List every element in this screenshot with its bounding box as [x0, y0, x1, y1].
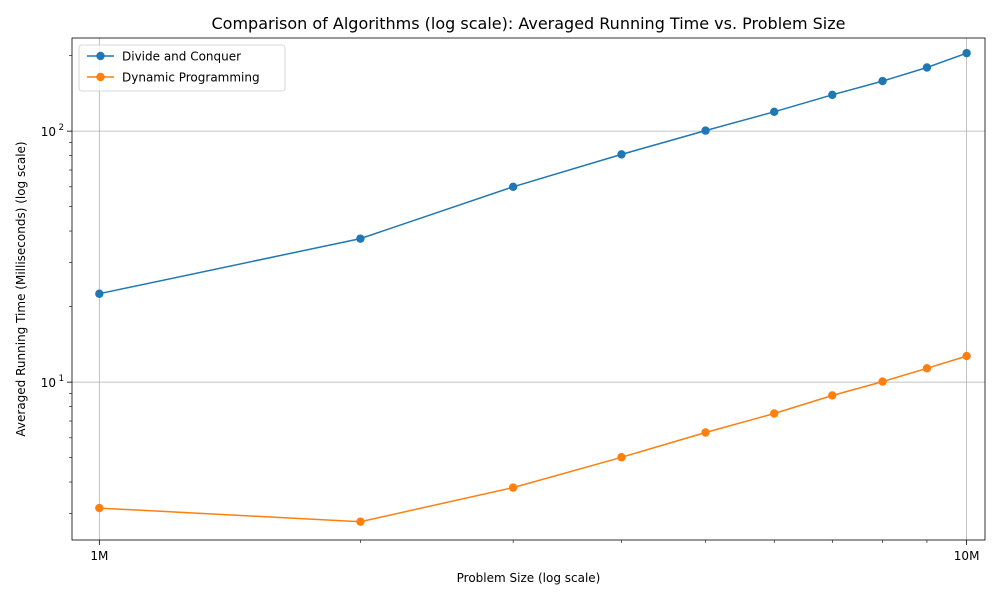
- chart-title: Comparison of Algorithms (log scale): Av…: [212, 14, 846, 33]
- y-tick-label-exponent: 1: [59, 374, 64, 384]
- data-point-series-0: [617, 150, 626, 159]
- data-point-series-0: [828, 90, 837, 100]
- y-tick-label-base: 10: [41, 376, 56, 390]
- plot-area-frame: [71, 37, 986, 541]
- data-point-series-1: [828, 391, 837, 400]
- y-tick-label-base: 10: [41, 125, 56, 139]
- data-point-series-1: [617, 453, 626, 462]
- data-point-series-1: [95, 503, 104, 513]
- series-line-1: [99, 355, 967, 523]
- legend-marker-0: [96, 51, 105, 61]
- data-point-series-1: [962, 351, 971, 361]
- legend-label-0: Divide and Conquer: [122, 50, 241, 64]
- legend-box: [78, 44, 286, 92]
- data-point-series-1: [878, 377, 887, 386]
- data-point-series-0: [508, 182, 518, 192]
- y-tick-label: 10: [41, 376, 56, 390]
- grid-lines: [72, 38, 985, 540]
- legend-label-1: Dynamic Programming: [122, 71, 260, 85]
- y-tick-label-exponent: 2: [59, 123, 64, 133]
- data-point-series-0: [878, 76, 887, 86]
- data-point-series-0: [770, 107, 779, 117]
- data-point-series-1: [922, 364, 932, 373]
- data-point-series-1: [508, 483, 518, 492]
- y-tick-label: 10: [41, 125, 56, 139]
- x-axis-label: Problem Size (log scale): [457, 571, 601, 585]
- y-axis-label: Averaged Running Time (Milliseconds) (lo…: [14, 141, 28, 436]
- x-tick-label: 1M: [90, 549, 108, 563]
- data-point-series-1: [770, 409, 779, 418]
- data-point-series-0: [922, 63, 932, 72]
- series-line-0: [99, 52, 967, 295]
- data-point-series-0: [962, 48, 971, 58]
- data-point-series-0: [95, 289, 104, 298]
- data-point-series-0: [356, 234, 365, 243]
- data-point-series-1: [701, 428, 710, 437]
- legend: Divide and Conquer Dynamic Programming: [78, 44, 286, 92]
- data-point-series-1: [356, 517, 365, 526]
- series-layer: [95, 48, 971, 526]
- data-point-series-0: [701, 126, 710, 135]
- x-tick-label: 10M: [954, 549, 980, 563]
- legend-marker-1: [96, 72, 105, 82]
